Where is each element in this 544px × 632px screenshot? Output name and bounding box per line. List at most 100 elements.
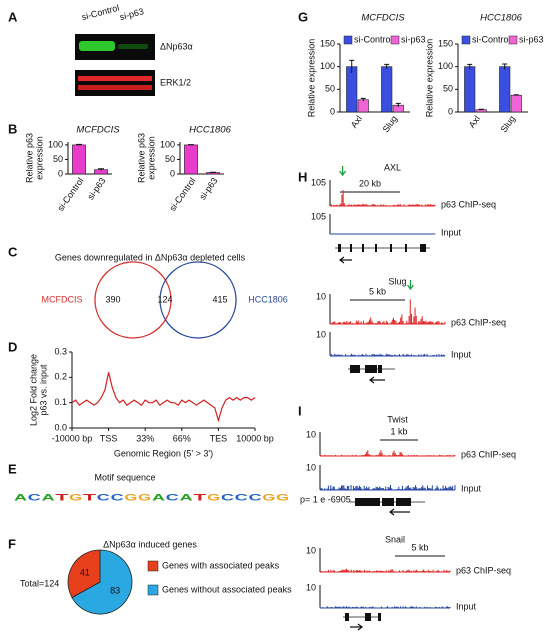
y-tick-label: 0 xyxy=(170,168,175,178)
track-max: 105 xyxy=(311,177,326,187)
panel-label: A xyxy=(8,9,18,24)
exon xyxy=(382,498,394,506)
y-tick-label: 0 xyxy=(58,168,63,178)
x-axis-label: Genomic Region (5' > 3') xyxy=(114,448,213,458)
venn-set: MCFDCIS xyxy=(42,294,83,304)
bar xyxy=(357,99,369,113)
venn-set: HCC1806 xyxy=(248,294,288,304)
legend-swatch xyxy=(390,35,400,45)
legend-swatch xyxy=(508,35,518,45)
venn-count: 415 xyxy=(212,294,227,304)
legend-swatch xyxy=(343,35,353,45)
exon xyxy=(396,498,411,506)
y-axis-label: Relative expression xyxy=(306,39,316,118)
track-label: Input xyxy=(456,601,477,611)
y-tick-label: 0.1 xyxy=(54,397,67,407)
motif-letter: C xyxy=(166,492,180,502)
x-tick-label: Axl xyxy=(349,114,364,130)
x-tick-label: 33% xyxy=(136,433,154,443)
exon xyxy=(375,244,377,252)
exon xyxy=(365,613,371,621)
motif-title: Motif sequence xyxy=(94,472,155,482)
coverage xyxy=(319,450,456,456)
track-max: 10 xyxy=(306,429,316,439)
track-label: Input xyxy=(441,227,462,237)
legend-swatch xyxy=(147,560,159,572)
chart-title: MCFDCIS xyxy=(76,125,120,136)
legend-label: Genes without associated peaks xyxy=(162,584,292,594)
track-title: Slug xyxy=(388,276,406,286)
pie-slice xyxy=(71,549,133,615)
panel-label: F xyxy=(8,536,16,551)
motif-letter: A xyxy=(14,492,28,502)
exon xyxy=(345,613,349,621)
x-tick-label: Axl xyxy=(467,114,482,130)
y-tick-label: 50 xyxy=(443,84,453,94)
motif-letter: G xyxy=(69,492,82,502)
venn-circle xyxy=(94,261,172,339)
motif-letter: A xyxy=(152,492,166,502)
track-label: Input xyxy=(451,349,472,359)
bar xyxy=(346,66,358,113)
strand-arrow xyxy=(389,508,410,516)
error-bar xyxy=(384,63,390,69)
venn-circle xyxy=(159,261,237,339)
motif-letter: A xyxy=(42,492,56,502)
y-axis-label: Relative p63 xyxy=(24,133,34,183)
band xyxy=(79,41,115,51)
y-tick-label: 50 xyxy=(165,154,175,164)
track-max: 10 xyxy=(316,291,326,301)
motif-letter: T xyxy=(55,492,69,502)
x-tick-label: TSS xyxy=(100,433,118,443)
panel-label: E xyxy=(8,461,17,476)
y-tick-label: 100 xyxy=(438,61,453,71)
lane-label: si-Control xyxy=(81,3,121,23)
panel-label: I xyxy=(298,403,302,418)
x-tick-label: si-p63 xyxy=(85,176,107,202)
band xyxy=(78,85,152,90)
motif-letter: C xyxy=(111,492,125,502)
y-tick-label: 100 xyxy=(160,139,175,149)
coverage xyxy=(319,485,456,490)
error-bar xyxy=(395,102,401,108)
exon xyxy=(362,244,364,252)
panel-label: C xyxy=(8,244,18,259)
strand-arrow xyxy=(369,376,385,384)
motif-letter: G xyxy=(124,492,137,502)
bar xyxy=(464,66,476,113)
legend-label: si-p63 xyxy=(401,34,426,44)
motif-letter: A xyxy=(180,492,194,502)
venn-count: 124 xyxy=(157,294,172,304)
error-bar xyxy=(502,63,508,70)
legend-label: si-p63 xyxy=(519,34,544,44)
track-title: AXL xyxy=(384,162,401,172)
motif-letter: C xyxy=(235,492,249,502)
y-tick-label: 0 xyxy=(448,106,453,116)
chart-title: ΔNp63α induced genes xyxy=(103,539,197,549)
x-tick-label: 66% xyxy=(173,433,191,443)
y-tick-label: 100 xyxy=(48,139,63,149)
motif-letter: C xyxy=(249,492,263,502)
track-max: 10 xyxy=(306,582,316,592)
coverage xyxy=(329,299,446,324)
track-label: p63 ChIP-seq xyxy=(456,565,511,575)
motif-letter: G xyxy=(138,492,151,502)
strand-arrow xyxy=(339,256,352,264)
slice-label: 83 xyxy=(110,585,120,595)
y-axis-label: p63 vs. input xyxy=(38,364,48,416)
track-label: p63 ChIP-seq xyxy=(441,199,496,209)
y-tick-label: 50 xyxy=(53,154,63,164)
panel-label: D xyxy=(8,339,17,354)
y-tick-label: 0.0 xyxy=(54,422,67,432)
peak-arrow xyxy=(406,280,415,291)
exon xyxy=(350,365,360,373)
track-title: Snail xyxy=(385,534,405,544)
bar xyxy=(510,94,522,113)
error-bar xyxy=(478,108,484,111)
y-tick-label: 50 xyxy=(325,84,335,94)
bar xyxy=(184,144,198,175)
band xyxy=(78,76,152,81)
exon xyxy=(390,244,392,252)
motif-letter: C xyxy=(97,492,111,502)
